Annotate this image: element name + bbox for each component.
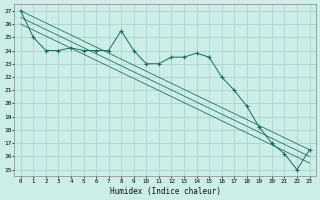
- X-axis label: Humidex (Indice chaleur): Humidex (Indice chaleur): [110, 187, 220, 196]
